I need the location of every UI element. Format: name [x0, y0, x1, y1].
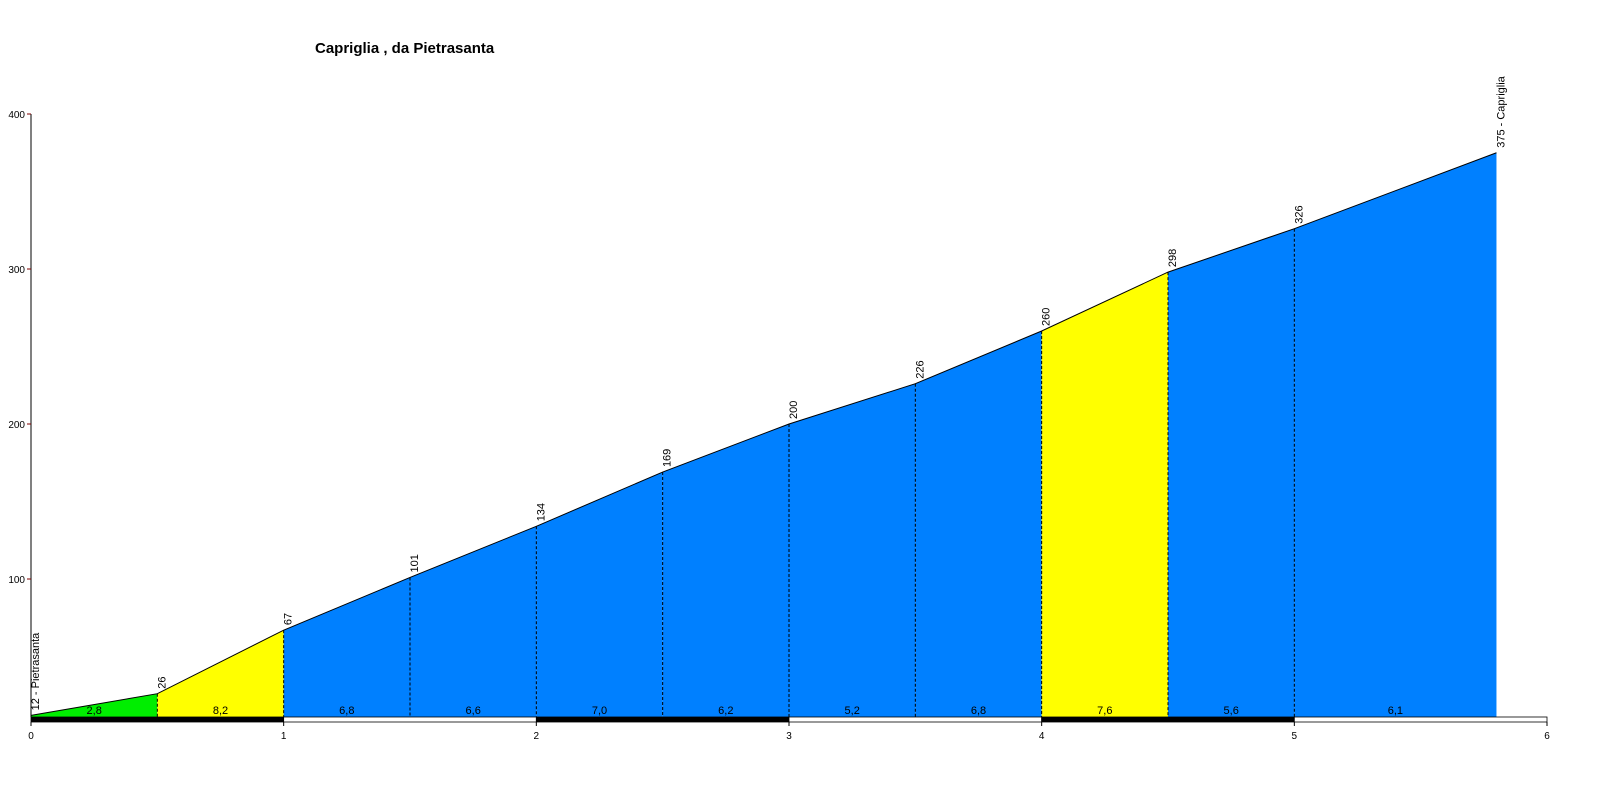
x-tick-label: 2 [534, 731, 540, 742]
gradient-label: 6,8 [339, 705, 354, 717]
y-tick-label: 100 [8, 575, 25, 586]
x-tick-label: 5 [1292, 731, 1298, 742]
x-tick-label: 4 [1039, 731, 1045, 742]
segment-area [1294, 152, 1497, 717]
km-strip [788, 716, 1043, 723]
gradient-label: 7,6 [1097, 705, 1112, 717]
elevation-label: 12 - Pietrasanta [30, 632, 42, 711]
gradient-label: 2,8 [87, 705, 102, 717]
gradient-label: 6,6 [466, 705, 481, 717]
elevation-label: 260 [1041, 308, 1053, 326]
gradient-label: 6,1 [1388, 705, 1403, 717]
elevation-label: 298 [1167, 249, 1179, 267]
elevation-label: 375 - Capriglia [1495, 75, 1507, 147]
elevation-label: 226 [914, 360, 926, 378]
segment-area [915, 331, 1042, 717]
segment-area [1041, 272, 1168, 717]
gradient-label: 6,2 [718, 705, 733, 717]
elevation-label: 134 [535, 503, 547, 521]
km-strip [1293, 716, 1548, 723]
gradient-label: 5,2 [845, 705, 860, 717]
km-strip [30, 716, 285, 723]
x-tick-label: 0 [28, 731, 34, 742]
segment-area [283, 577, 410, 717]
segment-area [157, 630, 284, 717]
x-tick-label: 6 [1544, 731, 1550, 742]
elevation-label: 26 [156, 676, 168, 688]
segment-area [536, 472, 663, 717]
elevation-label: 326 [1293, 205, 1305, 223]
gradient-label: 7,0 [592, 705, 607, 717]
km-strip [1041, 716, 1295, 723]
x-tick-label: 3 [786, 731, 792, 742]
gradient-label: 5,6 [1224, 705, 1239, 717]
gradient-label: 6,8 [971, 705, 986, 717]
segment-area [662, 424, 789, 717]
segment-area [410, 526, 537, 717]
y-tick-label: 300 [8, 265, 25, 276]
segment-area [1168, 228, 1295, 717]
x-tick-label: 1 [281, 731, 287, 742]
elevation-label: 169 [662, 449, 674, 467]
elevation-label: 200 [788, 401, 800, 419]
elevation-label: 67 [283, 613, 295, 625]
km-strip [535, 716, 790, 723]
segment-area [789, 383, 916, 717]
chart-title: Capriglia , da Pietrasanta [315, 40, 495, 57]
profile-line [30, 152, 1497, 716]
elevation-label: 101 [409, 554, 421, 572]
km-strip [283, 716, 537, 723]
y-tick-label: 400 [8, 110, 25, 121]
gradient-label: 8,2 [213, 705, 228, 717]
y-tick-label: 200 [8, 420, 25, 431]
